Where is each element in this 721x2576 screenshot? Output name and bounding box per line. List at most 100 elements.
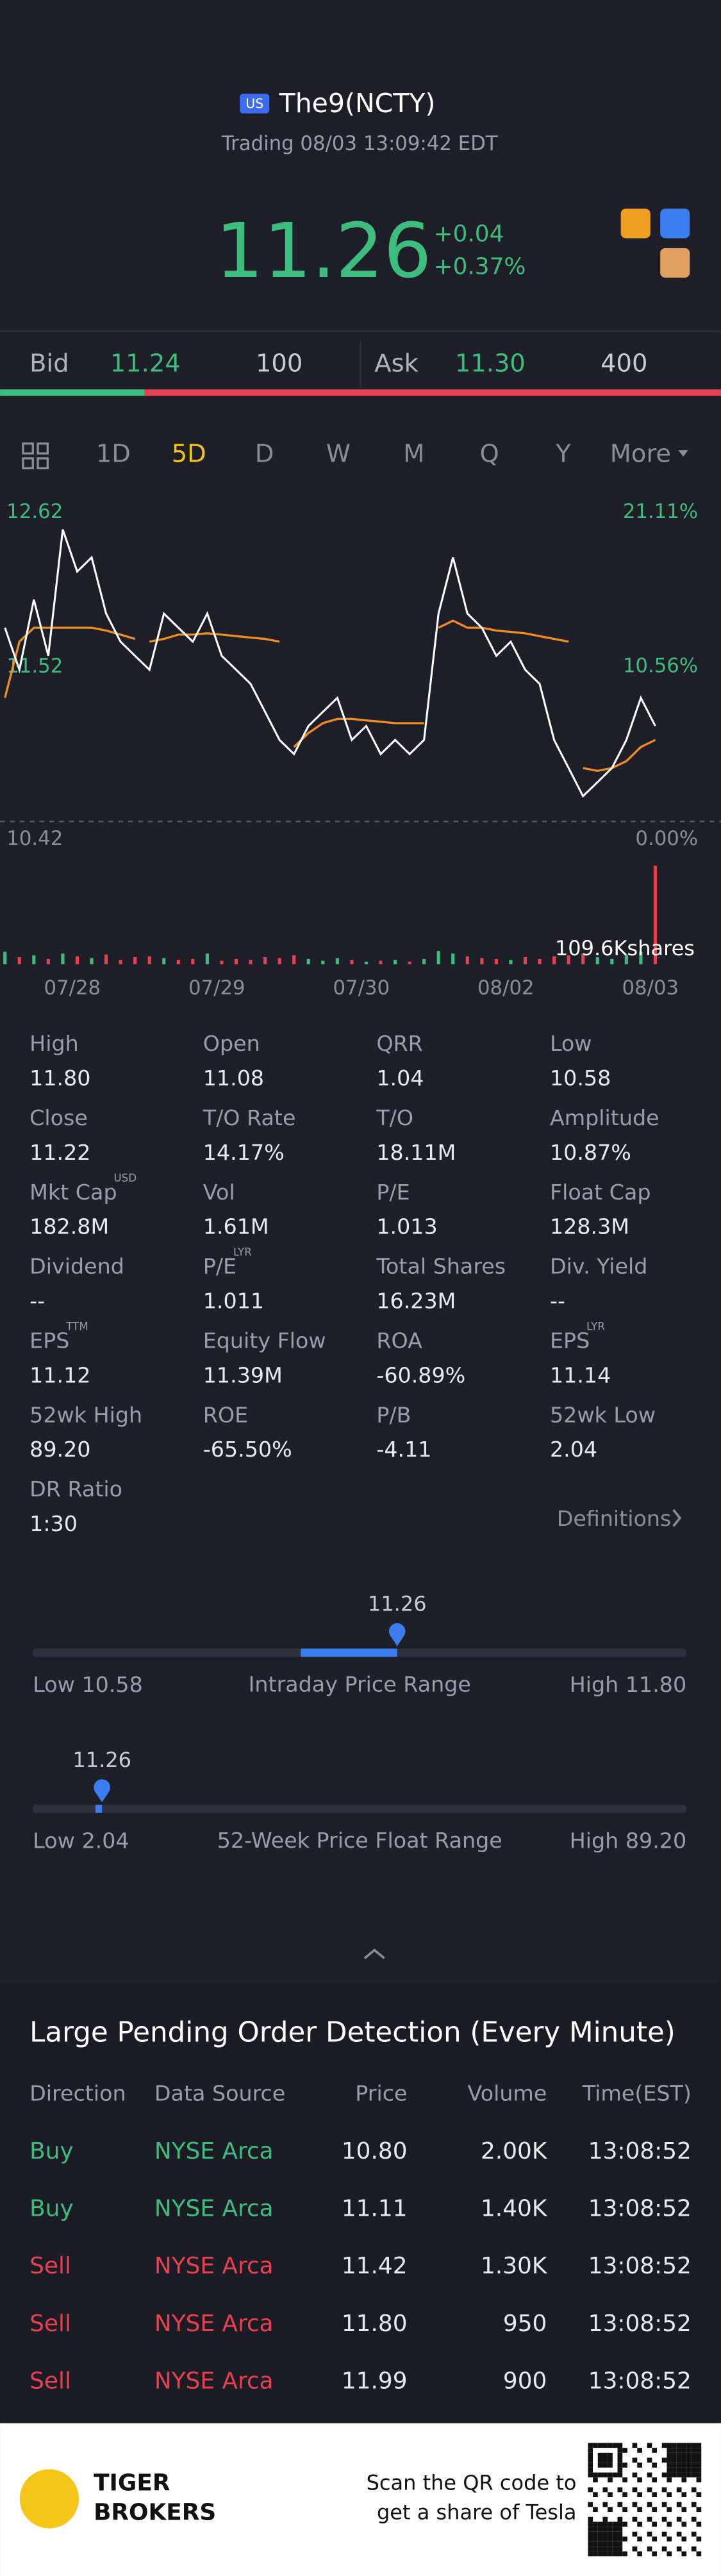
volume-bar — [90, 958, 94, 965]
qr-cell — [667, 2463, 672, 2468]
qr-cell — [676, 2457, 682, 2463]
price: 11.26 — [215, 207, 431, 295]
tab[interactable]: M — [403, 439, 424, 468]
qr-cell — [652, 2522, 658, 2527]
range-title: 52-Week Price Float Range — [217, 1828, 502, 1853]
market: US — [245, 96, 263, 112]
qr-cell — [602, 2457, 608, 2463]
cell: 13:08:52 — [588, 2368, 692, 2395]
qr-cell — [588, 2452, 593, 2458]
qr-cell — [608, 2527, 613, 2532]
tab[interactable]: 1D — [96, 439, 131, 468]
qr-cell — [617, 2457, 623, 2463]
qr-cell — [667, 2443, 672, 2448]
status: Trading 08/03 13:09:42 EDT — [221, 132, 498, 155]
avg-line — [293, 717, 424, 748]
qr-cell — [608, 2536, 613, 2542]
qr-cell — [617, 2472, 623, 2478]
qr-cell — [647, 2546, 652, 2552]
high-word: High — [570, 1672, 619, 1697]
volume-bar — [494, 958, 498, 965]
stat-label: ROE — [203, 1402, 248, 1427]
qr-cell — [602, 2541, 608, 2547]
tab[interactable]: Y — [555, 439, 571, 468]
qr-cell — [593, 2541, 598, 2547]
qr-cell — [617, 2541, 623, 2547]
ask-size: 400 — [601, 349, 647, 378]
volume-bar — [523, 957, 527, 965]
qr-cell — [652, 2551, 658, 2557]
ask: 11.30 — [455, 349, 526, 378]
column-header: Volume — [467, 2081, 547, 2106]
qr-cell — [593, 2443, 598, 2448]
tab[interactable]: D — [255, 439, 274, 468]
cell: Sell — [29, 2253, 71, 2279]
qr-cell — [686, 2472, 692, 2478]
bid-label: Bid — [29, 349, 69, 378]
market-badge — [240, 94, 270, 113]
qr-cell — [661, 2531, 667, 2537]
qr-cell — [622, 2463, 627, 2468]
volume-bar — [133, 957, 137, 965]
qr-cell — [676, 2472, 682, 2478]
volume-bar — [379, 960, 383, 965]
layout-icon[interactable] — [22, 442, 49, 469]
stat-value: 128.3M — [550, 1214, 629, 1239]
qr-cell — [696, 2551, 702, 2557]
tab[interactable]: 5D — [172, 439, 206, 468]
volume-bar — [335, 958, 339, 965]
qr-cell — [608, 2457, 613, 2463]
symbol: The9(NCTY) — [279, 88, 436, 119]
qr-cell — [593, 2522, 598, 2527]
stat-label: Mkt Cap — [29, 1180, 117, 1205]
qr-cell — [696, 2457, 702, 2463]
cell: 1.30K — [481, 2253, 548, 2279]
icon[interactable] — [660, 208, 690, 238]
qr-cell — [588, 2487, 593, 2493]
range-title: Intraday Price Range — [249, 1672, 471, 1697]
qr-cell — [588, 2541, 593, 2547]
qr-cell — [667, 2551, 672, 2557]
icon[interactable] — [620, 208, 651, 238]
qr-cell — [681, 2477, 687, 2482]
qr-cell — [647, 2531, 652, 2537]
stat-value: 182.8M — [29, 1214, 109, 1239]
qr-cell — [588, 2522, 593, 2527]
tab[interactable]: W — [326, 439, 351, 468]
qr-cell — [691, 2546, 697, 2552]
qr-cell — [676, 2502, 682, 2507]
qr-cell — [593, 2527, 598, 2532]
volume-bar — [451, 953, 455, 965]
chevron[interactable] — [672, 1509, 682, 1527]
range-fill — [301, 1648, 397, 1657]
stat-label: 52wk High — [29, 1402, 142, 1427]
qr-cell — [637, 2477, 642, 2482]
qr-cell — [686, 2457, 692, 2463]
low-value: 10.58 — [81, 1672, 142, 1697]
volume-bar — [465, 956, 469, 965]
qr-cell — [593, 2531, 598, 2537]
qr-cell — [597, 2551, 603, 2557]
qr-cell — [661, 2516, 667, 2522]
qr-cell — [617, 2546, 623, 2552]
definitions[interactable]: Definitions — [557, 1506, 672, 1531]
footer-text: Scan the QR code to — [367, 2470, 577, 2495]
icon[interactable] — [660, 247, 690, 278]
collapse[interactable] — [363, 1948, 385, 1959]
qr-cell — [612, 2522, 618, 2527]
volume-label: 109.6Kshares — [555, 936, 695, 960]
qr-cell — [667, 2452, 672, 2458]
qr-cell — [622, 2507, 627, 2513]
tab[interactable]: Q — [480, 439, 499, 468]
qr-cell — [612, 2472, 618, 2478]
qr-cell — [632, 2472, 638, 2478]
volume-bar — [480, 958, 484, 965]
tab[interactable]: More — [610, 439, 671, 468]
range-fill — [95, 1804, 103, 1813]
stat-value: 18.11M — [376, 1140, 456, 1165]
qr-cell — [661, 2546, 667, 2552]
qr-cell — [661, 2502, 667, 2507]
qr-cell — [617, 2516, 623, 2522]
qr-cell — [647, 2457, 652, 2463]
bid-size: 100 — [256, 349, 302, 378]
